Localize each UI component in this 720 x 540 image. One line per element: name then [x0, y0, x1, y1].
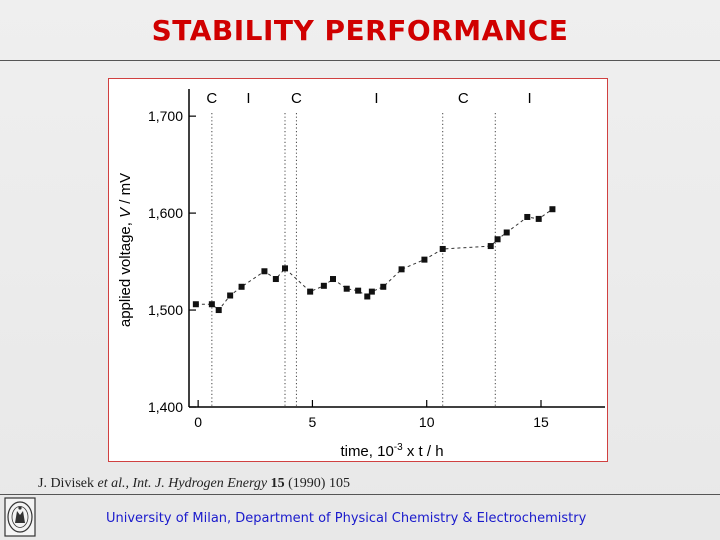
x-tick-label: 5	[309, 414, 317, 430]
y-tick-label: 1,500	[148, 302, 183, 318]
data-point	[282, 265, 288, 272]
citation: J. Divisek et al., Int. J. Hydrogen Ener…	[38, 476, 350, 492]
phase-marker-label: C	[291, 90, 302, 107]
y-tick-label: 1,600	[148, 205, 183, 221]
voltage-stability-chart: applied voltage, V / mV time, 10-3 x t /…	[117, 89, 605, 460]
title-divider	[0, 60, 720, 61]
data-point	[238, 283, 245, 290]
phase-marker-label: I	[246, 90, 250, 107]
data-point	[330, 276, 336, 283]
data-point	[439, 245, 446, 252]
data-point	[320, 282, 327, 289]
footer-divider	[0, 494, 720, 495]
data-point	[421, 256, 428, 263]
data-point	[208, 301, 215, 308]
data-point	[380, 283, 387, 290]
data-point	[398, 266, 405, 273]
data-point	[355, 287, 362, 294]
data-point	[215, 307, 222, 314]
data-point	[307, 288, 314, 295]
data-point	[192, 301, 199, 308]
data-point	[549, 206, 556, 213]
citation-etal: et al.,	[97, 476, 130, 491]
data-point	[487, 243, 494, 250]
y-tick-label: 1,700	[148, 108, 183, 124]
phase-marker-label: C	[458, 90, 469, 107]
university-seal-icon	[4, 497, 36, 537]
series-trend-line	[195, 208, 553, 311]
x-tick-label: 10	[419, 414, 435, 430]
data-point	[524, 213, 531, 220]
x-tick-label: 0	[194, 414, 202, 430]
y-tick-label: 1,400	[148, 399, 183, 415]
footer-institution: University of Milan, Department of Physi…	[106, 511, 587, 526]
x-axis-label-main: time, 10	[340, 443, 393, 460]
x-tick-label: 15	[533, 414, 549, 430]
citation-volume: 15	[270, 476, 285, 491]
y-axis-label: applied voltage, V / mV	[117, 173, 134, 327]
data-point	[261, 268, 268, 275]
data-point	[368, 288, 375, 295]
citation-authors: J. Divisek	[38, 476, 94, 491]
phase-marker-label: C	[206, 90, 217, 107]
data-point	[494, 236, 501, 243]
citation-journal: Int. J. Hydrogen Energy	[132, 476, 268, 491]
data-point	[343, 285, 350, 292]
data-point	[272, 276, 279, 283]
data-point	[227, 292, 234, 299]
x-axis-label: time, 10-3 x t / h	[340, 442, 443, 460]
x-axis-label-tail: x t / h	[403, 443, 444, 460]
data-point	[503, 229, 510, 236]
data-point	[535, 215, 542, 222]
chart-layer: C I C I C I 1,400 1,500 1,600 1,700 0 5 10 15	[148, 90, 556, 430]
chart-frame: applied voltage, V / mV time, 10-3 x t /…	[108, 78, 608, 462]
citation-year-page: (1990) 105	[288, 476, 350, 491]
slide-title: STABILITY PERFORMANCE	[151, 14, 569, 47]
data-point	[364, 293, 371, 300]
phase-marker-label: I	[527, 90, 531, 107]
phase-marker-label: I	[374, 90, 378, 107]
x-axis-label-exponent: -3	[394, 442, 403, 453]
